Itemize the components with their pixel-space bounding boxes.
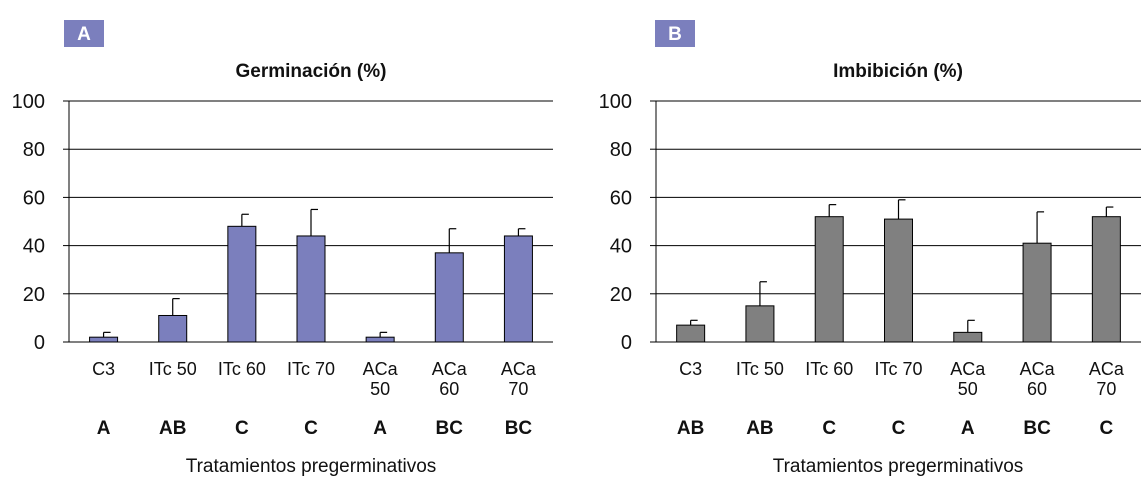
category-label: 50 <box>370 379 390 399</box>
group-letter: C <box>235 418 249 439</box>
bar <box>365 336 395 343</box>
category-label: ACa <box>1089 359 1125 379</box>
x-axis-label: Tratamientos pregerminativos <box>186 456 437 477</box>
y-tick-label: 20 <box>610 284 632 306</box>
y-tick-label: 100 <box>599 91 632 113</box>
y-tick-label: 80 <box>610 139 632 161</box>
group-letter: BC <box>505 418 533 439</box>
category-label: 70 <box>508 379 528 399</box>
bar <box>814 216 844 343</box>
group-letter: C <box>1099 418 1113 439</box>
group-letter: AB <box>746 418 773 439</box>
category-label: 60 <box>1027 379 1047 399</box>
y-tick-label: 0 <box>621 332 632 354</box>
y-tick-label: 40 <box>23 236 45 258</box>
group-letter: C <box>304 418 318 439</box>
y-tick-label: 40 <box>610 236 632 258</box>
panel-badge <box>64 20 104 47</box>
category-label: 70 <box>1096 379 1116 399</box>
bar <box>1022 242 1052 343</box>
group-letter: A <box>97 418 111 439</box>
bar <box>296 235 326 343</box>
category-label: 50 <box>958 379 978 399</box>
bar <box>676 324 706 343</box>
y-tick-label: 100 <box>12 91 45 113</box>
y-tick-label: 0 <box>34 332 45 354</box>
category-label: ACa <box>501 359 537 379</box>
y-tick-label: 60 <box>610 187 632 209</box>
category-label: 60 <box>439 379 459 399</box>
y-tick-label: 60 <box>23 187 45 209</box>
category-label: ITc 70 <box>287 359 335 379</box>
bar <box>434 252 464 343</box>
category-label: ITc 60 <box>218 359 266 379</box>
category-label: ITc 50 <box>736 359 784 379</box>
bar <box>503 235 533 343</box>
group-letter: A <box>961 418 975 439</box>
bar <box>158 314 188 343</box>
group-letter: A <box>373 418 387 439</box>
category-label: ITc 50 <box>149 359 197 379</box>
category-label: ACa <box>363 359 399 379</box>
bar <box>89 336 119 343</box>
chart-title: Imbibición (%) <box>833 61 963 82</box>
bar <box>1091 216 1121 343</box>
bar <box>884 218 913 343</box>
x-axis-label: Tratamientos pregerminativos <box>773 456 1024 477</box>
category-label: ACa <box>432 359 468 379</box>
category-label: ITc 60 <box>805 359 853 379</box>
bar <box>745 305 775 343</box>
group-letter: AB <box>159 418 186 439</box>
group-letter: BC <box>436 418 464 439</box>
panel-letter: A <box>77 24 91 45</box>
y-tick-label: 20 <box>23 284 45 306</box>
y-tick-label: 80 <box>23 139 45 161</box>
group-letter: C <box>892 418 906 439</box>
category-label: ITc 70 <box>874 359 922 379</box>
chart-title: Germinación (%) <box>236 61 387 82</box>
bar <box>953 331 983 343</box>
category-label: ACa <box>950 359 986 379</box>
group-letter: BC <box>1023 418 1051 439</box>
category-label: C3 <box>679 359 702 379</box>
category-label: ACa <box>1020 359 1056 379</box>
bar <box>227 225 257 343</box>
group-letter: C <box>822 418 836 439</box>
panel-badge <box>655 20 695 47</box>
panel-letter: B <box>668 24 682 45</box>
category-label: C3 <box>92 359 115 379</box>
group-letter: AB <box>677 418 704 439</box>
